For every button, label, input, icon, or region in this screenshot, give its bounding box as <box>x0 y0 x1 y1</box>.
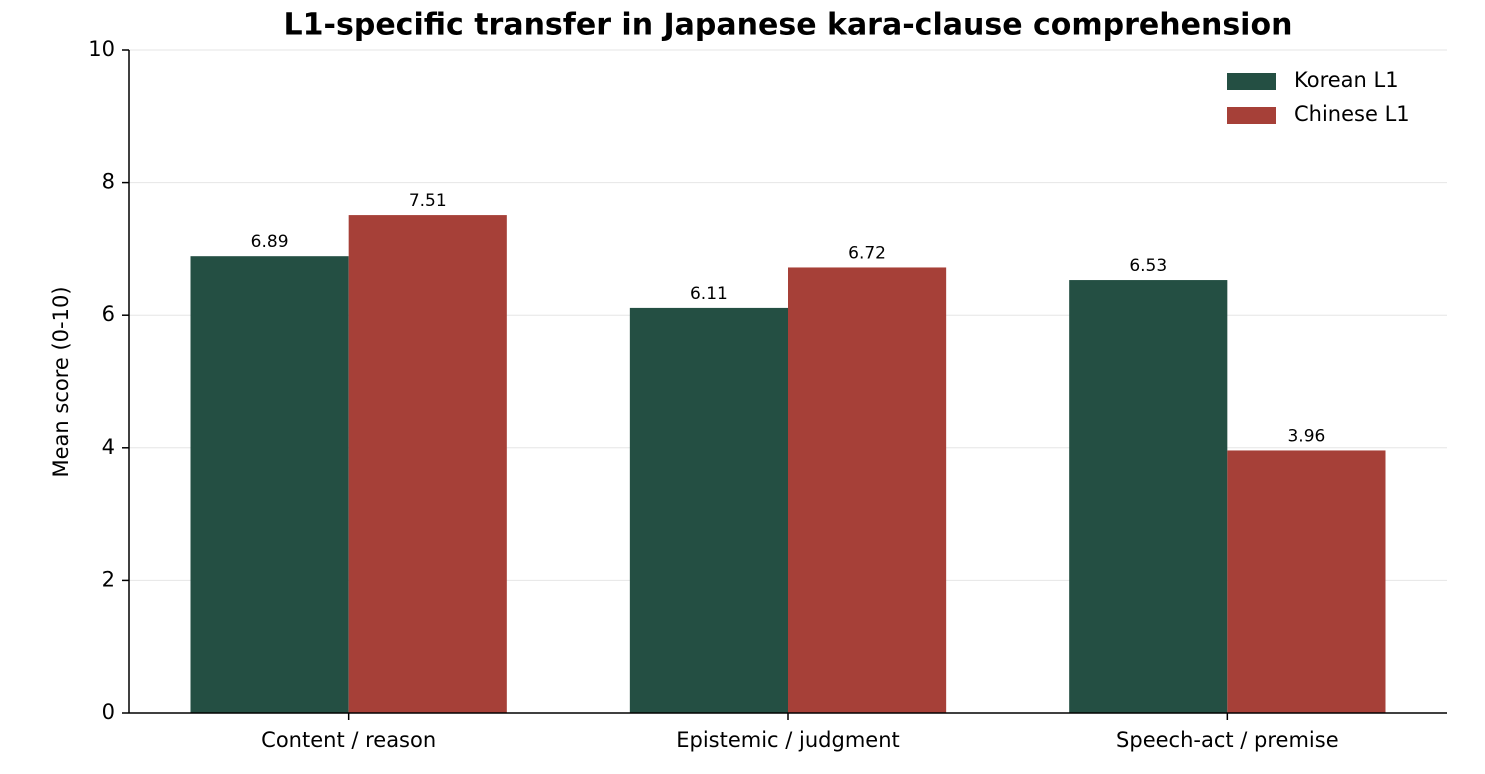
bar <box>788 267 947 713</box>
bar <box>1227 450 1386 713</box>
y-tick-label: 2 <box>102 567 115 591</box>
bar <box>190 256 349 713</box>
value-label: 6.72 <box>848 243 886 263</box>
bar <box>1069 280 1228 713</box>
x-tick-label: Epistemic / judgment <box>676 728 900 752</box>
y-tick-label: 0 <box>102 700 115 724</box>
y-tick-label: 8 <box>102 170 115 194</box>
chart-title: L1-specific transfer in Japanese kara-cl… <box>284 8 1293 43</box>
value-label: 6.53 <box>1129 256 1167 276</box>
legend-swatch <box>1227 107 1276 124</box>
y-tick-label: 10 <box>88 37 115 61</box>
value-label: 6.11 <box>690 284 728 304</box>
bar <box>348 215 507 713</box>
x-tick-label: Speech-act / premise <box>1116 728 1339 752</box>
y-tick-label: 6 <box>102 302 115 326</box>
legend-label: Korean L1 <box>1294 68 1399 92</box>
legend-label: Chinese L1 <box>1294 102 1410 126</box>
value-label: 7.51 <box>409 191 447 211</box>
x-tick-label: Content / reason <box>261 728 436 752</box>
legend-swatch <box>1227 73 1276 90</box>
value-label: 3.96 <box>1287 426 1325 446</box>
y-axis-label: Mean score (0-10) <box>49 286 73 477</box>
y-tick-label: 4 <box>102 435 115 459</box>
bar <box>629 307 788 713</box>
value-label: 6.89 <box>251 232 289 252</box>
